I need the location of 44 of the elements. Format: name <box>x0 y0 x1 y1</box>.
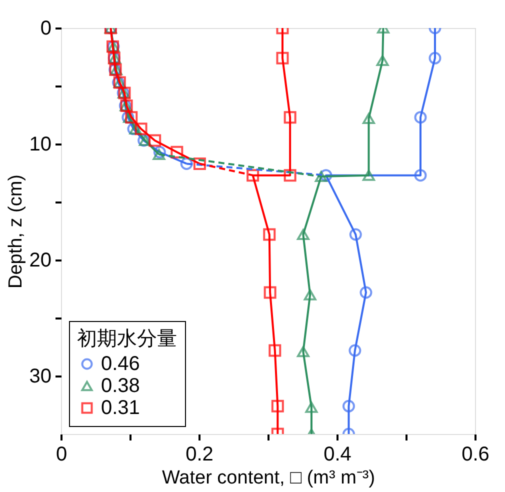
point <box>349 228 362 241</box>
point <box>376 54 389 66</box>
legend-title: 初期水分量 <box>77 328 177 350</box>
y-tick-label: 20 <box>29 250 52 272</box>
point <box>296 346 310 358</box>
point <box>362 170 375 181</box>
point <box>362 112 375 124</box>
point <box>284 169 296 182</box>
point <box>271 400 284 412</box>
y-tick-label: 0 <box>40 18 52 40</box>
point <box>360 286 372 299</box>
point <box>264 286 276 299</box>
y-tick-label: 30 <box>29 366 52 388</box>
point <box>342 400 355 412</box>
x-tick-label: 0.4 <box>324 444 352 466</box>
point <box>314 170 328 182</box>
legend-label: 0.31 <box>101 397 140 419</box>
x-tick-label: 0.2 <box>186 444 214 466</box>
point <box>428 52 442 64</box>
point <box>263 228 276 241</box>
point <box>148 134 162 147</box>
point <box>246 169 260 182</box>
point <box>304 289 316 300</box>
point <box>134 122 148 136</box>
x-tick-label: 0 <box>56 444 68 466</box>
point <box>414 169 427 182</box>
point <box>414 111 427 124</box>
y-axis-title: Depth, z (cm) <box>5 174 26 289</box>
x-axis-title: Water content, □ (m³ m⁻³) <box>162 468 376 488</box>
point <box>170 146 184 158</box>
point <box>305 402 318 413</box>
y-tick-label: 10 <box>29 134 52 156</box>
x-tick-label: 0.6 <box>462 444 490 466</box>
point <box>276 52 289 64</box>
legend-label: 0.46 <box>101 353 140 375</box>
legend-label: 0.38 <box>101 375 140 397</box>
point <box>152 148 166 160</box>
point <box>268 344 282 357</box>
point <box>193 157 206 170</box>
point <box>348 344 362 357</box>
point <box>320 169 332 182</box>
point <box>180 157 193 170</box>
point <box>296 228 310 240</box>
point <box>284 111 296 124</box>
